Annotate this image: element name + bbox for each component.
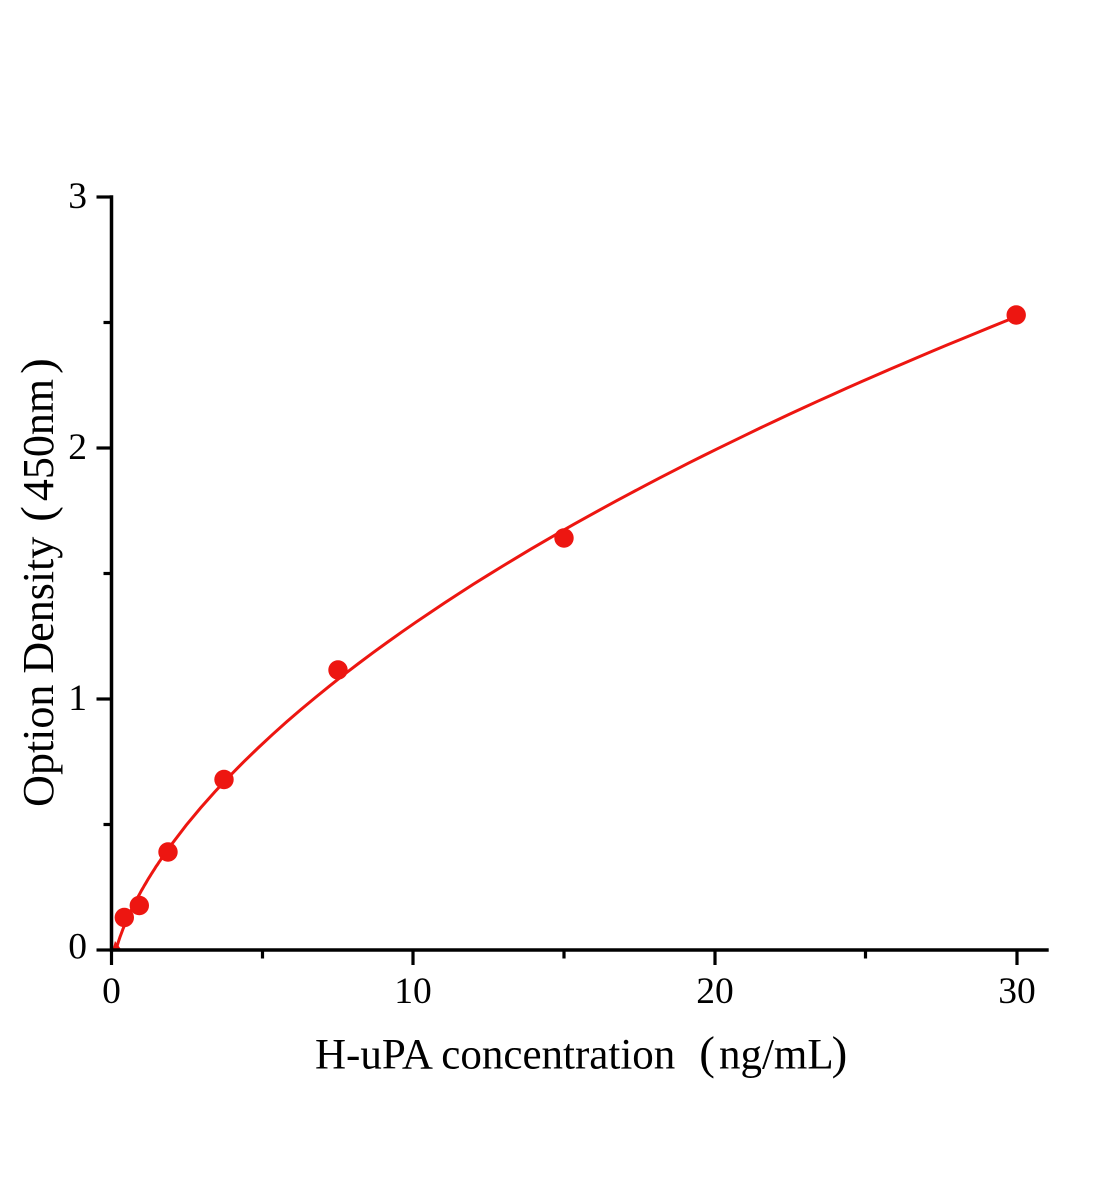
svg-text:1: 1 [68, 678, 87, 719]
svg-text:30: 30 [998, 971, 1036, 1012]
svg-text:10: 10 [394, 971, 432, 1012]
svg-text:H-uPA concentration(ng/mL): H-uPA concentration (ng/mL) [315, 1028, 847, 1080]
svg-text:0: 0 [68, 927, 87, 968]
svg-text:2: 2 [68, 427, 87, 468]
svg-text:3: 3 [68, 176, 87, 217]
svg-text:Option Density(450nm): Option Density(450nm) [12, 358, 64, 807]
svg-text:0: 0 [102, 971, 121, 1012]
svg-text:20: 20 [696, 971, 734, 1012]
